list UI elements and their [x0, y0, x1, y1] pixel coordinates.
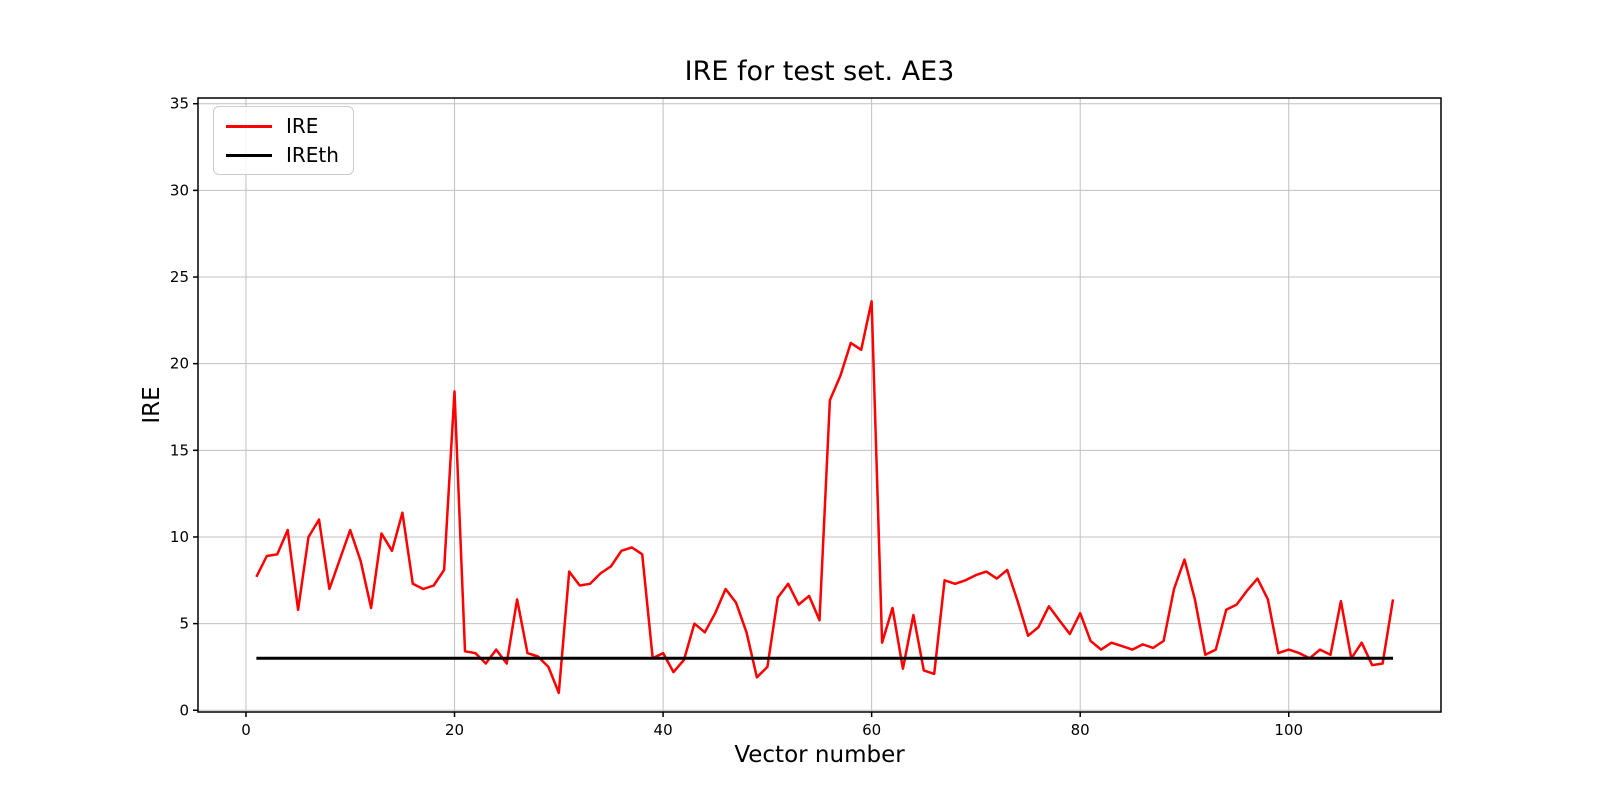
x-tick-label: 80 [1071, 721, 1090, 739]
y-axis-label: IRE [139, 386, 165, 424]
x-tick-label: 100 [1274, 721, 1303, 739]
y-tick-label: 0 [179, 701, 189, 719]
legend: IRE IREth [213, 106, 354, 175]
plot-border [197, 97, 1442, 713]
x-tick-label: 20 [445, 721, 464, 739]
y-tick-label: 35 [170, 95, 189, 113]
x-tick-label: 0 [241, 721, 251, 739]
ireth-line-swatch [226, 153, 272, 157]
y-tick-label: 20 [170, 355, 189, 373]
y-tick-label: 25 [170, 268, 189, 286]
y-tick-label: 15 [170, 441, 189, 459]
ire-line [255, 300, 1395, 695]
y-tick-label: 5 [179, 615, 189, 633]
x-tick-label: 40 [654, 721, 673, 739]
legend-entry-ireth: IREth [214, 145, 353, 165]
legend-entry-ire: IRE [214, 116, 353, 136]
ire-line-swatch [226, 124, 272, 128]
x-tick-label: 60 [862, 721, 881, 739]
x-axis-label: Vector number [734, 742, 905, 768]
legend-label-ire: IRE [286, 114, 319, 138]
chart-title: IRE for test set. AE3 [684, 56, 955, 87]
y-tick-label: 30 [170, 181, 189, 199]
legend-label-ireth: IREth [286, 143, 339, 167]
y-tick-label: 10 [170, 528, 189, 546]
